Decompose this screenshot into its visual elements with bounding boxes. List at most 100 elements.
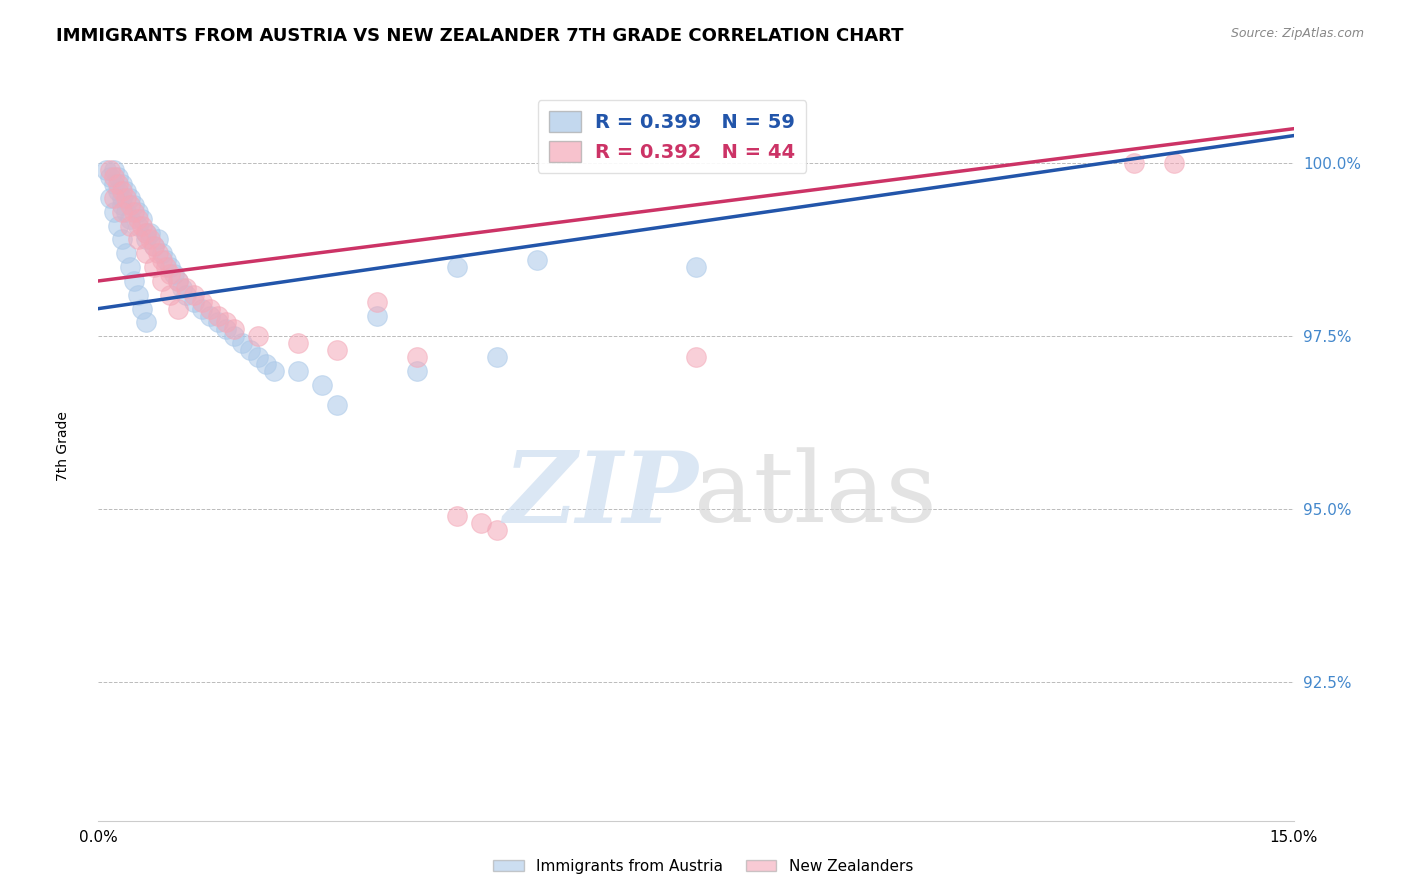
Point xyxy=(150,253,173,268)
Point xyxy=(135,232,157,246)
Point xyxy=(366,309,388,323)
Point xyxy=(263,364,285,378)
Point xyxy=(222,322,245,336)
Point xyxy=(150,246,173,260)
Point xyxy=(183,294,205,309)
Point xyxy=(124,204,146,219)
Point xyxy=(120,219,142,233)
Point xyxy=(685,260,707,274)
Point xyxy=(191,294,214,309)
Point xyxy=(148,246,170,260)
Point xyxy=(246,329,269,343)
Point xyxy=(127,219,149,233)
Point xyxy=(143,239,166,253)
Point xyxy=(103,170,125,185)
Point xyxy=(111,204,134,219)
Point xyxy=(159,267,181,281)
Point xyxy=(167,274,190,288)
Point xyxy=(183,287,205,301)
Point xyxy=(446,260,468,274)
Point xyxy=(135,226,157,240)
Point xyxy=(366,294,388,309)
Point xyxy=(111,232,134,246)
Text: ZIP: ZIP xyxy=(503,447,697,543)
Point xyxy=(246,350,269,364)
Point xyxy=(115,204,138,219)
Point xyxy=(215,315,238,329)
Point xyxy=(485,350,508,364)
Point xyxy=(287,336,309,351)
Point xyxy=(98,170,122,185)
Point xyxy=(167,274,190,288)
Point xyxy=(98,163,122,178)
Text: 7th Grade: 7th Grade xyxy=(56,411,70,481)
Point xyxy=(254,357,277,371)
Point xyxy=(231,336,253,351)
Point xyxy=(198,301,221,316)
Point xyxy=(406,350,429,364)
Point xyxy=(115,246,138,260)
Point xyxy=(287,364,309,378)
Point xyxy=(111,191,134,205)
Point xyxy=(96,163,118,178)
Point xyxy=(131,301,153,316)
Point xyxy=(155,260,177,274)
Point xyxy=(222,329,245,343)
Point xyxy=(326,343,349,358)
Text: IMMIGRANTS FROM AUSTRIA VS NEW ZEALANDER 7TH GRADE CORRELATION CHART: IMMIGRANTS FROM AUSTRIA VS NEW ZEALANDER… xyxy=(56,27,904,45)
Point xyxy=(103,163,125,178)
Point xyxy=(148,232,170,246)
Point xyxy=(127,232,149,246)
Point xyxy=(135,226,157,240)
Point xyxy=(215,322,238,336)
Point xyxy=(139,226,162,240)
Point xyxy=(174,281,197,295)
Point xyxy=(111,177,134,191)
Point xyxy=(159,287,181,301)
Point xyxy=(120,198,142,212)
Point xyxy=(143,260,166,274)
Point xyxy=(207,309,229,323)
Point xyxy=(127,211,149,226)
Point xyxy=(107,170,129,185)
Point xyxy=(124,198,146,212)
Point xyxy=(107,177,129,191)
Point xyxy=(446,509,468,524)
Point xyxy=(120,260,142,274)
Point xyxy=(167,301,190,316)
Text: Source: ZipAtlas.com: Source: ZipAtlas.com xyxy=(1230,27,1364,40)
Point xyxy=(115,184,138,198)
Point xyxy=(406,364,429,378)
Point xyxy=(526,253,548,268)
Point xyxy=(239,343,262,358)
Point xyxy=(107,219,129,233)
Legend: Immigrants from Austria, New Zealanders: Immigrants from Austria, New Zealanders xyxy=(486,853,920,880)
Point xyxy=(135,315,157,329)
Point xyxy=(135,246,157,260)
Point xyxy=(1163,156,1185,170)
Point xyxy=(143,239,166,253)
Point xyxy=(1123,156,1146,170)
Point xyxy=(172,281,194,295)
Point xyxy=(127,287,149,301)
Point xyxy=(155,253,177,268)
Point xyxy=(127,204,149,219)
Point xyxy=(207,315,229,329)
Point xyxy=(326,399,349,413)
Point xyxy=(159,260,181,274)
Point xyxy=(120,191,142,205)
Point xyxy=(111,184,134,198)
Point xyxy=(311,377,333,392)
Point xyxy=(120,211,142,226)
Point xyxy=(103,177,125,191)
Legend: R = 0.399   N = 59, R = 0.392   N = 44: R = 0.399 N = 59, R = 0.392 N = 44 xyxy=(537,101,807,173)
Point xyxy=(124,274,146,288)
Point xyxy=(115,191,138,205)
Point xyxy=(103,204,125,219)
Point xyxy=(103,191,125,205)
Point xyxy=(198,309,221,323)
Point xyxy=(131,211,153,226)
Text: atlas: atlas xyxy=(695,447,936,542)
Point xyxy=(131,219,153,233)
Point xyxy=(191,301,214,316)
